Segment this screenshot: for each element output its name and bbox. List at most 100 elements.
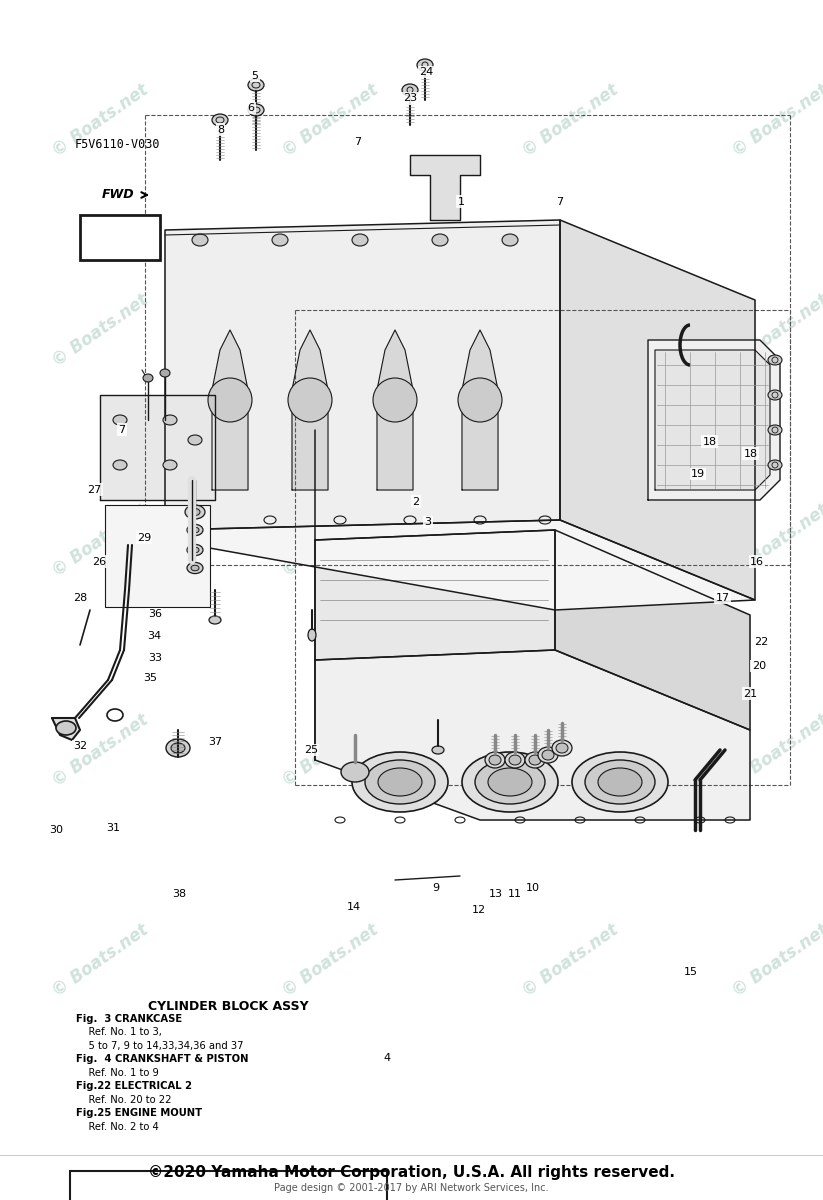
Ellipse shape — [378, 768, 422, 796]
Text: 20: 20 — [751, 661, 766, 671]
Polygon shape — [165, 520, 755, 610]
Text: ©2020 Yamaha Motor Corporation, U.S.A. All rights reserved.: ©2020 Yamaha Motor Corporation, U.S.A. A… — [148, 1164, 675, 1180]
Text: © Boats.net: © Boats.net — [278, 80, 381, 160]
Ellipse shape — [458, 378, 502, 422]
Text: F5V6110-V030: F5V6110-V030 — [75, 138, 160, 151]
Text: © Boats.net: © Boats.net — [278, 920, 381, 1000]
Text: 19: 19 — [690, 469, 705, 479]
Polygon shape — [165, 220, 560, 530]
Text: 8: 8 — [217, 125, 224, 134]
Ellipse shape — [272, 234, 288, 246]
Ellipse shape — [171, 743, 185, 754]
Text: 9: 9 — [433, 883, 439, 893]
Ellipse shape — [402, 84, 418, 96]
Bar — [105, 505, 210, 607]
Ellipse shape — [191, 527, 199, 533]
Ellipse shape — [432, 746, 444, 754]
Text: © Boats.net: © Boats.net — [49, 710, 151, 790]
Text: 6: 6 — [248, 103, 254, 113]
Ellipse shape — [209, 616, 221, 624]
Ellipse shape — [191, 565, 199, 571]
Text: 18: 18 — [702, 437, 717, 446]
Ellipse shape — [542, 750, 554, 760]
Text: 7: 7 — [556, 197, 563, 206]
Text: 30: 30 — [49, 826, 63, 835]
Text: 23: 23 — [402, 94, 417, 103]
Text: 29: 29 — [137, 533, 151, 542]
Bar — [70, 1171, 387, 1200]
Text: Fig.  3 CRANKCASE: Fig. 3 CRANKCASE — [76, 1014, 182, 1024]
Text: 14: 14 — [346, 902, 361, 912]
Text: © Boats.net: © Boats.net — [518, 500, 621, 580]
Text: 35: 35 — [142, 673, 157, 683]
Ellipse shape — [598, 768, 642, 796]
Ellipse shape — [187, 524, 203, 535]
Text: © Boats.net: © Boats.net — [728, 500, 823, 580]
Ellipse shape — [768, 355, 782, 365]
Text: Ref. No. 20 to 22: Ref. No. 20 to 22 — [76, 1094, 171, 1104]
Text: Fig.22 ELECTRICAL 2: Fig.22 ELECTRICAL 2 — [76, 1081, 192, 1091]
Text: 32: 32 — [73, 742, 88, 751]
Text: 13: 13 — [489, 889, 504, 899]
Text: 5: 5 — [252, 71, 258, 80]
Polygon shape — [648, 340, 780, 500]
Text: © Boats.net: © Boats.net — [49, 80, 151, 160]
Bar — [80, 215, 160, 260]
Text: © Boats.net: © Boats.net — [49, 500, 151, 580]
Ellipse shape — [538, 746, 558, 763]
Ellipse shape — [163, 460, 177, 470]
Text: © Boats.net: © Boats.net — [728, 710, 823, 790]
Text: © Boats.net: © Boats.net — [518, 920, 621, 1000]
Text: 5 to 7, 9 to 14,33,34,36 and 37: 5 to 7, 9 to 14,33,34,36 and 37 — [76, 1040, 244, 1050]
Ellipse shape — [288, 378, 332, 422]
Text: © Boats.net: © Boats.net — [49, 920, 151, 1000]
Ellipse shape — [485, 752, 505, 768]
Polygon shape — [315, 530, 555, 660]
Ellipse shape — [572, 752, 668, 812]
Polygon shape — [560, 220, 755, 600]
Ellipse shape — [208, 378, 252, 422]
Text: © Boats.net: © Boats.net — [728, 920, 823, 1000]
Text: Ref. No. 1 to 3,: Ref. No. 1 to 3, — [76, 1027, 162, 1037]
Text: FWD: FWD — [102, 188, 135, 202]
Ellipse shape — [529, 755, 541, 766]
Ellipse shape — [160, 370, 170, 377]
Text: CYLINDER BLOCK ASSY: CYLINDER BLOCK ASSY — [148, 1000, 309, 1013]
Ellipse shape — [190, 509, 200, 516]
Text: 28: 28 — [73, 593, 88, 602]
Ellipse shape — [365, 760, 435, 804]
Ellipse shape — [166, 739, 190, 757]
Text: 26: 26 — [91, 557, 106, 566]
Text: 34: 34 — [147, 631, 162, 641]
Ellipse shape — [341, 762, 369, 782]
Text: © Boats.net: © Boats.net — [49, 290, 151, 370]
Ellipse shape — [188, 434, 202, 445]
Ellipse shape — [248, 79, 264, 91]
Text: 18: 18 — [743, 449, 758, 458]
Ellipse shape — [352, 234, 368, 246]
Ellipse shape — [462, 752, 558, 812]
Ellipse shape — [113, 460, 127, 470]
Text: 15: 15 — [684, 967, 699, 977]
Ellipse shape — [525, 752, 545, 768]
Ellipse shape — [192, 234, 208, 246]
Text: 7: 7 — [119, 425, 125, 434]
Ellipse shape — [489, 755, 501, 766]
Ellipse shape — [502, 234, 518, 246]
Text: 36: 36 — [147, 610, 162, 619]
Text: © Boats.net: © Boats.net — [728, 80, 823, 160]
Ellipse shape — [505, 752, 525, 768]
Ellipse shape — [417, 59, 433, 71]
Text: 16: 16 — [750, 557, 765, 566]
Polygon shape — [292, 330, 328, 490]
Text: © Boats.net: © Boats.net — [278, 710, 381, 790]
Text: 17: 17 — [715, 593, 730, 602]
Polygon shape — [212, 330, 248, 490]
Text: Ref. No. 1 to 9: Ref. No. 1 to 9 — [76, 1068, 159, 1078]
Ellipse shape — [552, 740, 572, 756]
Text: 24: 24 — [419, 67, 434, 77]
Text: 37: 37 — [208, 737, 223, 746]
Ellipse shape — [509, 755, 521, 766]
Text: © Boats.net: © Boats.net — [278, 500, 381, 580]
Polygon shape — [410, 155, 480, 220]
